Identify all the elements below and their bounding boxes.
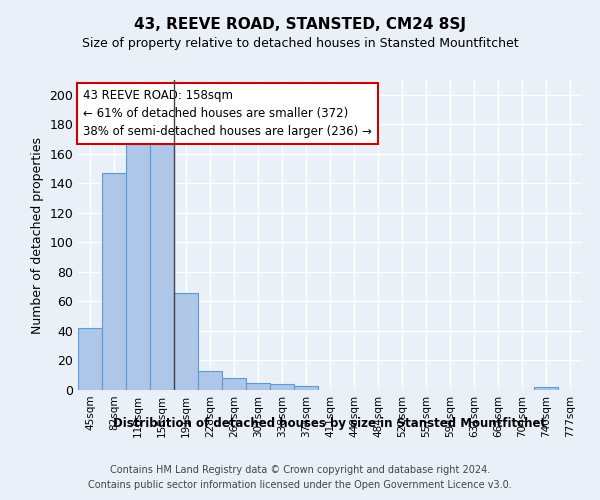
Bar [246, 382, 270, 390]
Y-axis label: Number of detached properties: Number of detached properties [31, 136, 44, 334]
Bar [270, 384, 294, 390]
Bar [294, 386, 318, 390]
Text: 43, REEVE ROAD, STANSTED, CM24 8SJ: 43, REEVE ROAD, STANSTED, CM24 8SJ [134, 18, 466, 32]
Bar [126, 142, 150, 390]
Text: 43 REEVE ROAD: 158sqm
← 61% of detached houses are smaller (372)
38% of semi-det: 43 REEVE ROAD: 158sqm ← 61% of detached … [83, 90, 372, 138]
Bar [150, 140, 174, 390]
Bar [174, 292, 198, 390]
Text: Size of property relative to detached houses in Stansted Mountfitchet: Size of property relative to detached ho… [82, 38, 518, 51]
Bar [198, 371, 222, 390]
Bar [534, 387, 558, 390]
Bar [102, 173, 126, 390]
Text: Distribution of detached houses by size in Stansted Mountfitchet: Distribution of detached houses by size … [113, 418, 547, 430]
Text: Contains HM Land Registry data © Crown copyright and database right 2024.: Contains HM Land Registry data © Crown c… [110, 465, 490, 475]
Bar [78, 328, 102, 390]
Text: Contains public sector information licensed under the Open Government Licence v3: Contains public sector information licen… [88, 480, 512, 490]
Bar [222, 378, 246, 390]
